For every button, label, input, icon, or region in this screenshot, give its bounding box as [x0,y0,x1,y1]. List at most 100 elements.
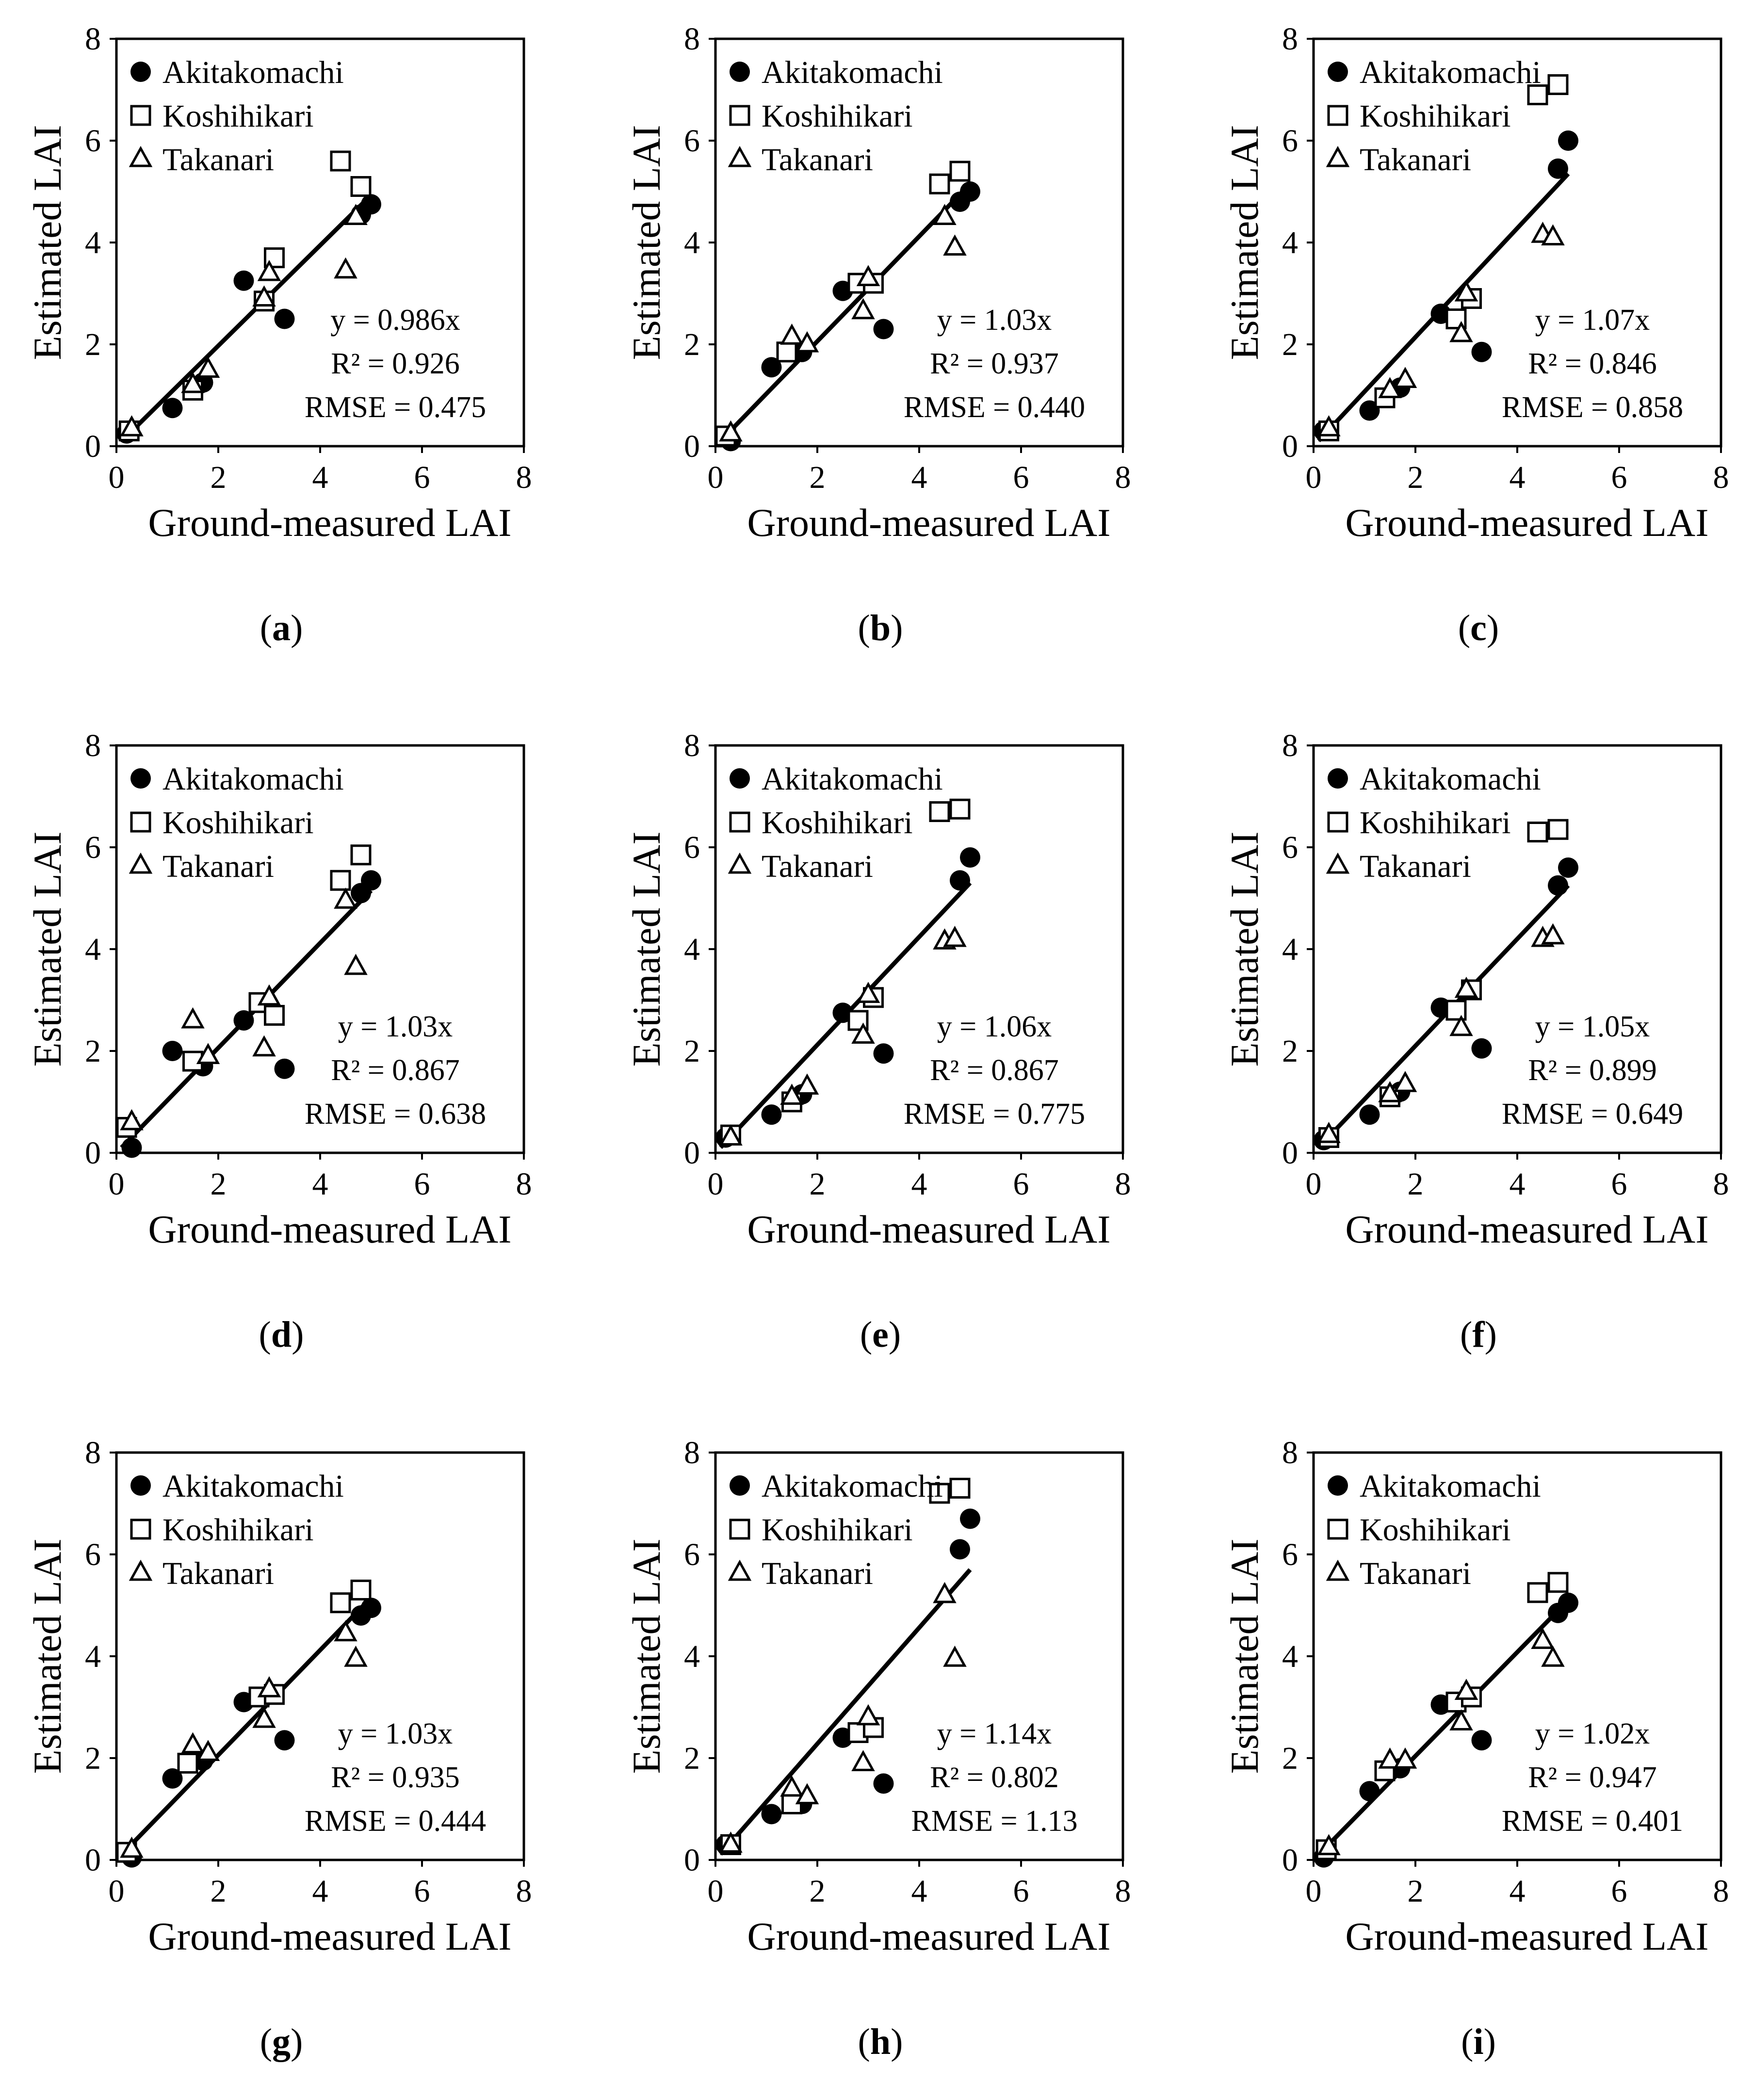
data-point-akitakomachi [1359,1781,1380,1802]
y-tick-label: 2 [1282,1034,1298,1069]
y-tick-label: 0 [684,1842,700,1878]
data-point-takanari [851,1750,875,1771]
x-axis-title: Ground-measured LAI [148,501,511,545]
legend-label-takanari: Takanari [1360,849,1471,884]
panel-label: (g) [260,2021,303,2062]
y-tick-label: 0 [1282,429,1298,464]
x-tick-label: 6 [1611,460,1627,495]
data-point-akitakomachi [1359,1104,1380,1125]
y-tick-label: 6 [1282,830,1298,865]
data-point-takanari [1531,1628,1555,1649]
rmse-label: RMSE = 0.858 [1502,391,1683,424]
x-axis-title: Ground-measured LAI [1345,1914,1708,1958]
rmse-label: RMSE = 0.475 [305,391,486,424]
data-point-akitakomachi [274,1058,295,1079]
legend-marker-takanari [728,1559,752,1581]
y-tick-label: 8 [1282,21,1298,57]
data-point-akitakomachi [960,1508,980,1529]
data-point-takanari [334,888,357,909]
data-point-koshihikari [929,1483,950,1504]
x-tick-label: 2 [1408,460,1424,495]
regression-line [120,194,373,443]
data-point-koshihikari [1547,1572,1569,1593]
legend-marker-koshihikari [130,811,151,833]
data-point-akitakomachi [1558,1592,1578,1613]
legend-marker-koshihikari [130,105,151,126]
y-tick-label: 2 [1282,1741,1298,1776]
legend-label-takanari: Takanari [762,142,873,178]
legend-marker-akitakomachi [730,768,750,789]
data-point-takanari [795,331,819,353]
x-axis-title: Ground-measured LAI [1345,501,1708,545]
equation-label: y = 1.03x [937,304,1052,337]
legend-label-akitakomachi: Akitakomachi [1360,55,1541,90]
legend-label-akitakomachi: Akitakomachi [162,761,344,797]
data-point-koshihikari [929,801,950,822]
data-point-takanari [252,285,276,307]
data-point-takanari [1393,1071,1417,1092]
y-axis-title: Estimated LAI [624,125,668,360]
legend-label-akitakomachi: Akitakomachi [762,761,943,797]
y-tick-label: 4 [684,932,700,967]
data-point-koshihikari [776,341,797,363]
y-tick-label: 6 [684,123,700,159]
rmse-label: RMSE = 0.401 [1502,1805,1683,1838]
data-point-takanari [344,204,368,225]
data-point-takanari [1378,1747,1402,1769]
legend-marker-koshihikari [729,1518,750,1540]
legend-marker-akitakomachi [130,1475,151,1496]
legend-label-akitakomachi: Akitakomachi [162,55,344,90]
y-tick-label: 8 [85,728,101,763]
legend-label-koshihikari: Koshihikari [1360,1512,1511,1548]
panel-letter: h [870,2021,891,2062]
y-tick-label: 6 [684,830,700,865]
data-point-takanari [196,356,220,378]
x-tick-label: 0 [109,1166,125,1202]
y-tick-label: 0 [684,1135,700,1171]
regression-line [120,1596,373,1857]
rmse-label: RMSE = 0.444 [305,1805,486,1838]
y-tick-label: 4 [85,1639,101,1674]
equation-label: y = 1.06x [937,1010,1052,1043]
legend-marker-takanari [129,145,153,167]
y-tick-label: 0 [1282,1842,1298,1878]
x-tick-label: 0 [1306,1874,1322,1909]
panel-label: (d) [259,1314,304,1355]
data-point-takanari [795,1073,819,1095]
legend-marker-akitakomachi [1328,768,1348,789]
y-tick-label: 8 [684,728,700,763]
x-axis-title: Ground-measured LAI [747,1207,1110,1251]
y-tick-label: 2 [85,1034,101,1069]
legend-marker-takanari [129,852,153,874]
equation-label: y = 1.14x [937,1717,1052,1750]
equation-label: y = 1.03x [338,1010,453,1043]
data-point-takanari [856,1704,880,1726]
y-tick-label: 6 [85,123,101,159]
x-tick-label: 0 [109,460,125,495]
data-point-takanari [1449,1015,1473,1036]
data-point-takanari [334,257,357,279]
x-tick-label: 4 [911,1166,927,1202]
data-point-akitakomachi [873,319,894,339]
y-axis-title: Estimated LAI [624,1538,668,1774]
data-point-takanari [1454,280,1478,302]
legend-label-koshihikari: Koshihikari [162,1512,314,1548]
x-axis-title: Ground-measured LAI [148,1207,511,1251]
legend-label-akitakomachi: Akitakomachi [1360,1469,1541,1504]
data-point-akitakomachi [873,1043,894,1064]
legend-marker-koshihikari [729,105,750,126]
y-tick-label: 8 [1282,1435,1298,1470]
r2-label: R² = 0.846 [1528,347,1656,380]
x-tick-label: 0 [708,1874,724,1909]
y-tick-label: 2 [85,1741,101,1776]
legend-label-koshihikari: Koshihikari [762,1512,913,1548]
data-point-takanari [1317,415,1341,436]
data-point-takanari [1378,1081,1402,1102]
x-tick-label: 4 [911,460,927,495]
rmse-label: RMSE = 0.649 [1502,1098,1683,1131]
